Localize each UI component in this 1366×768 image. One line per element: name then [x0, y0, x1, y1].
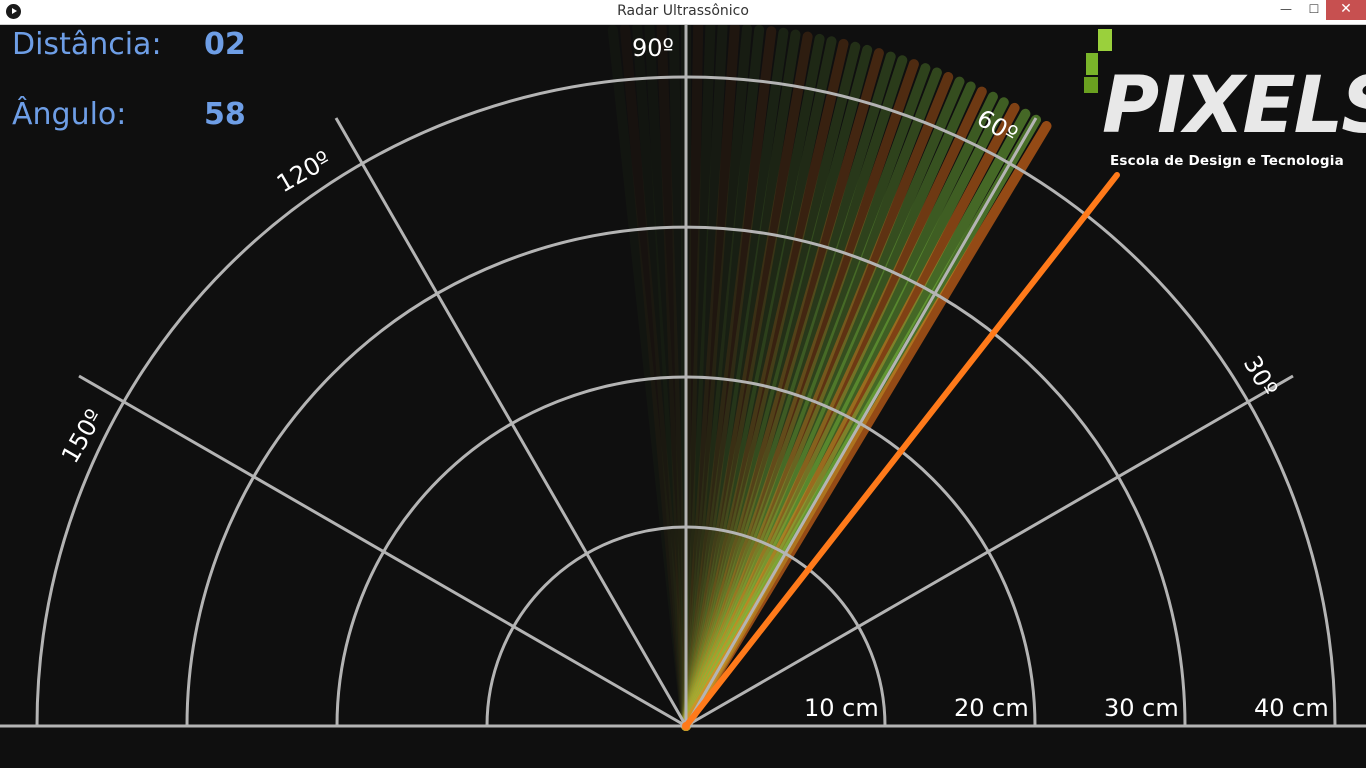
- angle-line-120: [334, 117, 688, 727]
- angle-line-150: [78, 374, 687, 728]
- distance-label-30cm: 30 cm: [1104, 694, 1179, 722]
- minimize-button[interactable]: —: [1280, 2, 1292, 16]
- pixels-logo: PIXELS Escola de Design e Tecnologia: [1084, 27, 1366, 177]
- radar-origin: [682, 722, 690, 730]
- distance-label-10cm: 10 cm: [804, 694, 879, 722]
- logo-pixel-block: [1098, 29, 1112, 51]
- angle-label: Ângulo:: [12, 97, 127, 132]
- angle-line-30: [685, 374, 1294, 728]
- window-title: Radar Ultrassônico: [617, 3, 749, 19]
- maximize-button[interactable]: ☐: [1308, 2, 1320, 16]
- close-button[interactable]: ✕: [1326, 0, 1366, 20]
- logo-pixel-block: [1086, 53, 1098, 75]
- radar-canvas: 90º 120º 150º 60º 30º 10 cm 20 cm 30 cm …: [0, 25, 1366, 768]
- angle-line-60: [684, 117, 1038, 727]
- distance-label: Distância:: [12, 27, 162, 62]
- sweep-beam: [683, 172, 1120, 729]
- logo-pixel-block: [1084, 77, 1098, 93]
- angle-label-90: 90º: [632, 34, 674, 62]
- distance-label-20cm: 20 cm: [954, 694, 1029, 722]
- angle-label-120: 120º: [272, 145, 335, 198]
- app-play-icon[interactable]: [6, 4, 21, 19]
- logo-tagline: Escola de Design e Tecnologia: [1110, 153, 1344, 169]
- radar-display: 90º 120º 150º 60º 30º 10 cm 20 cm 30 cm …: [0, 25, 1366, 731]
- angle-value: 58: [204, 97, 246, 132]
- distance-label-40cm: 40 cm: [1254, 694, 1329, 722]
- angle-label-150: 150º: [56, 405, 109, 468]
- window-titlebar: Radar Ultrassônico — ☐ ✕: [0, 0, 1366, 25]
- distance-value: 02: [204, 27, 246, 62]
- logo-wordmark: PIXELS: [1102, 61, 1366, 151]
